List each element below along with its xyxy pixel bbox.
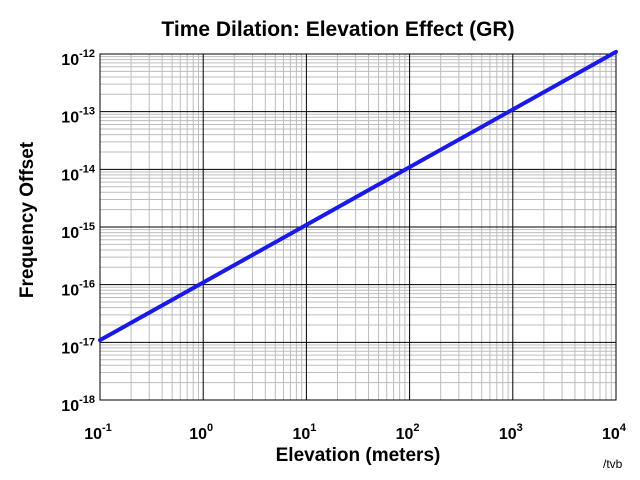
y-tick-label-exponent: -14 — [79, 163, 96, 175]
y-tick-label-base: 10 — [61, 283, 79, 300]
x-tick-label-exponent: 2 — [413, 422, 419, 434]
x-tick-label-exponent: 3 — [517, 422, 523, 434]
y-axis-label: Frequency Offset — [17, 141, 38, 298]
x-tick-label-exponent: 0 — [207, 422, 213, 434]
y-tick-label-base: 10 — [61, 52, 79, 69]
y-tick-label: 10-13 — [61, 106, 95, 127]
y-tick-label: 10-18 — [61, 394, 95, 415]
x-tick-label-base: 10 — [189, 426, 207, 443]
x-tick-label-exponent: 4 — [620, 422, 627, 434]
y-tick-label: 10-14 — [61, 163, 96, 184]
x-tick-label-base: 10 — [396, 426, 414, 443]
y-tick-label-exponent: -15 — [79, 221, 95, 233]
chart-title: Time Dilation: Elevation Effect (GR) — [161, 18, 514, 41]
plot-frame — [99, 53, 617, 401]
y-tick-label: 10-15 — [61, 221, 95, 242]
x-tick-label: 104 — [602, 422, 627, 443]
y-tick-label-base: 10 — [61, 398, 79, 415]
y-tick-label-base: 10 — [61, 110, 79, 127]
y-tick-label-exponent: -12 — [79, 48, 95, 60]
series-line-frequency-offset — [98, 49, 618, 343]
y-tick-label-exponent: -17 — [79, 336, 95, 348]
x-tick-label-base: 10 — [602, 426, 620, 443]
x-tick-label: 101 — [292, 422, 316, 443]
x-tick-label-base: 10 — [84, 426, 102, 443]
x-tick-label-exponent: -1 — [102, 422, 112, 434]
x-tick-label-base: 10 — [499, 426, 517, 443]
x-tick-label: 10-1 — [84, 422, 112, 443]
x-axis-label: Elevation (meters) — [276, 445, 441, 466]
y-tick-label: 10-17 — [61, 336, 95, 357]
y-tick-label-exponent: -16 — [79, 279, 95, 291]
x-tick-label-base: 10 — [292, 426, 310, 443]
author-credit: /tvb — [603, 457, 623, 471]
y-tick-label: 10-16 — [61, 279, 95, 300]
y-tick-label-exponent: -13 — [79, 106, 95, 118]
y-tick-label-exponent: -18 — [79, 394, 95, 406]
x-tick-label: 103 — [499, 422, 523, 443]
y-tick-label-base: 10 — [61, 225, 79, 242]
y-tick-label-base: 10 — [61, 167, 79, 184]
x-tick-label-exponent: 1 — [310, 422, 316, 434]
y-tick-label-base: 10 — [61, 340, 79, 357]
x-tick-label: 100 — [189, 422, 213, 443]
x-tick-label: 102 — [396, 422, 420, 443]
y-tick-label: 10-12 — [61, 48, 95, 69]
x-tick-labels: 10-1 100 101 102 103 104 — [84, 422, 627, 443]
